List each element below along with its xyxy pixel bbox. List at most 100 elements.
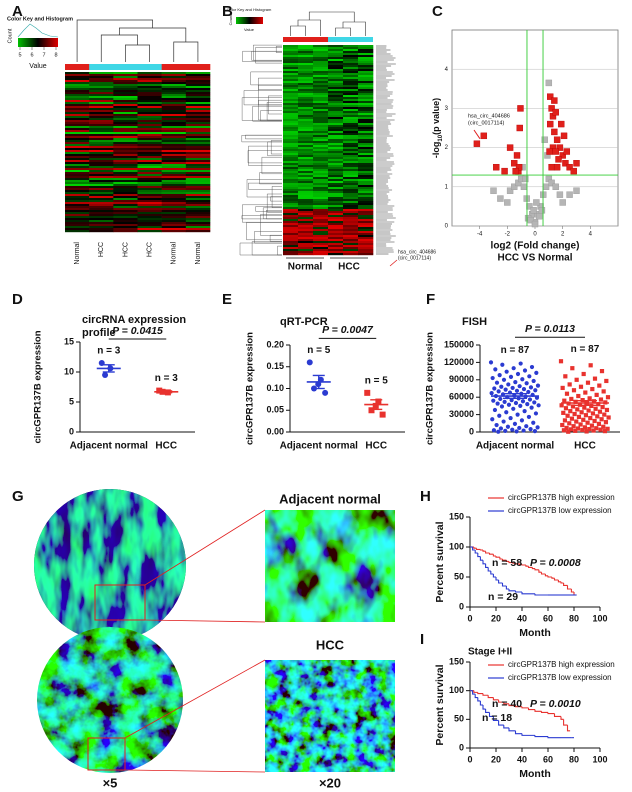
heatmap-cell [343, 243, 359, 246]
survival-step [534, 735, 548, 738]
heatmap-cell [358, 223, 374, 226]
point [586, 408, 591, 413]
heatmap-cell [298, 47, 314, 50]
heatmap-cell [89, 86, 114, 89]
heatmap-cell [298, 69, 314, 72]
heatmap-cell [328, 45, 344, 48]
heatmap-cell [185, 102, 211, 105]
point [511, 406, 516, 411]
survival-step [557, 580, 561, 583]
heatmap-cell [283, 253, 299, 256]
heatmap-cell [89, 178, 114, 181]
heatmap-cell [137, 174, 162, 177]
heatmap-cell [185, 100, 211, 103]
heatmap-cell [283, 51, 299, 54]
y-axis-label-part: 10 [438, 134, 444, 141]
heatmap-cell [298, 171, 314, 174]
heatmap-cell [185, 94, 211, 97]
heatmap-cell [298, 113, 314, 116]
heatmap-cell [113, 138, 138, 141]
heatmap-cell [343, 53, 359, 56]
panel-label: B [222, 3, 233, 20]
point [605, 395, 611, 400]
heatmap-cell [298, 89, 314, 92]
heatmap-cell [283, 197, 299, 200]
survival-step [482, 705, 486, 710]
heatmap-cell [283, 179, 299, 182]
point [542, 183, 550, 191]
heatmap-cell [185, 168, 211, 171]
heatmap-cell [65, 188, 90, 191]
heatmap-cell [358, 243, 374, 246]
heatmap-cell [137, 226, 162, 229]
heatmap-cell [313, 185, 329, 188]
heatmap-cell [185, 74, 211, 77]
heatmap-cell [343, 117, 359, 120]
zoom-image [265, 660, 395, 772]
heatmap-cell [313, 181, 329, 184]
heatmap-cell [185, 212, 211, 215]
heatmap-cell [298, 85, 314, 88]
heatmap-cell [113, 212, 138, 215]
heatmap-cell [113, 100, 138, 103]
point [500, 362, 505, 367]
heatmap-cell [358, 125, 374, 128]
point [556, 144, 564, 151]
heatmap-cell [65, 218, 90, 221]
heatmap-cell [313, 197, 329, 200]
heatmap-cell [358, 171, 374, 174]
point [364, 389, 371, 396]
point [581, 417, 586, 422]
heatmap-cell [137, 148, 162, 151]
point [605, 426, 610, 431]
survival-step [514, 590, 522, 593]
point [587, 427, 592, 432]
heatmap-cell [358, 55, 374, 58]
heatmap-cell [65, 112, 90, 115]
heatmap-cell [113, 158, 138, 161]
survival-step [503, 702, 509, 705]
tissue-texture [37, 627, 183, 773]
heatmap-cell [343, 101, 359, 104]
survival-step [501, 559, 507, 561]
heatmap-cell [328, 97, 344, 100]
heatmap-cell [185, 180, 211, 183]
point [510, 385, 515, 391]
heatmap-cell [343, 121, 359, 124]
heatmap-cell [113, 104, 138, 107]
heatmap-cell [65, 164, 90, 167]
y-tick-label: 0 [459, 601, 464, 611]
survival-step [547, 712, 555, 715]
heatmap-cell [328, 133, 344, 136]
heatmap-cell [137, 178, 162, 181]
heatmap-cell [161, 86, 187, 89]
heatmap-cell [113, 206, 138, 209]
heatmap-cell [358, 123, 374, 126]
heatmap-cell [137, 164, 162, 167]
key-tick-label: 8 [54, 52, 57, 58]
survival-step [482, 560, 486, 565]
annotation: n = 40 [492, 698, 522, 710]
heatmap-cell [328, 203, 344, 206]
heatmap-cell [343, 133, 359, 136]
heatmap-cell [298, 215, 314, 218]
heatmap-cell [283, 181, 299, 184]
heatmap-cell [298, 241, 314, 244]
heatmap-cell [65, 228, 90, 231]
point [515, 371, 521, 377]
heatmap-cell [358, 81, 374, 84]
survival-step [560, 716, 564, 720]
heatmap-cell [185, 124, 211, 127]
point [513, 380, 518, 385]
heatmap-cell [113, 82, 138, 85]
x-tick-label: HCC [365, 441, 387, 452]
heatmap-cell [89, 228, 114, 231]
heatmap-cell [328, 115, 344, 118]
heatmap-cell [113, 170, 138, 173]
point [521, 428, 526, 433]
heatmap-cell [185, 138, 211, 141]
heatmap-cell [358, 175, 374, 178]
heatmap-cell [283, 223, 299, 226]
point [545, 79, 553, 87]
heatmap-cell [161, 180, 187, 183]
